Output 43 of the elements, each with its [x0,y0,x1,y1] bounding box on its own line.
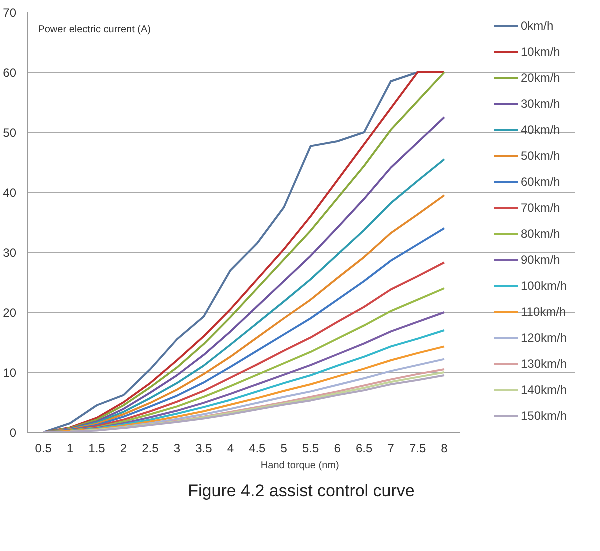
x-tick-label: 8 [441,442,448,456]
legend-label: 0km/h [521,18,555,35]
x-tick-label: 5 [280,442,288,456]
legend-label: 140km/h [521,382,568,399]
legend-label: 60km/h [521,174,562,191]
y-tick-label: 30 [3,246,17,260]
legend-label: 90km/h [521,252,562,269]
legend-label: 10km/h [521,44,562,61]
x-axis-title: Hand torque (nm) [260,460,340,472]
legend-label: 70km/h [521,200,562,217]
y-tick-label: 60 [3,66,17,80]
y-tick-label: 0 [10,426,17,440]
x-tick-label: 2.5 [142,442,160,456]
x-tick-label: 4.5 [249,442,266,456]
y-tick-label: 50 [3,126,17,140]
legend-label: 20km/h [521,70,562,87]
legend-label: 100km/h [521,278,568,295]
legend-label: 120km/h [521,330,568,347]
x-tick-label: 7.5 [409,442,426,456]
legend-label: 30km/h [521,96,562,113]
y-tick-label: 20 [3,306,17,320]
x-tick-label: 1 [66,442,74,456]
y-tick-label: 70 [3,6,17,20]
y-tick-label: 10 [3,366,17,380]
legend-label: 50km/h [521,148,562,165]
x-tick-label: 5.5 [302,442,320,456]
text: Figure 4.2 assist control curve [188,482,415,500]
x-tick-label: 6.5 [356,442,373,456]
x-tick-label: 4 [227,442,234,456]
x-tick-label: 6 [334,442,342,456]
x-tick-label: 3 [174,442,181,456]
legend-label: 150km/h [521,408,568,425]
legend-label: 110km/h [521,304,568,321]
legend-label: 40km/h [521,122,562,139]
x-tick-label: 7 [388,442,395,456]
x-tick-label: 0.5 [35,442,52,456]
x-tick-label: 1.5 [88,442,106,456]
y-axis-title: Power electric current (A) [38,24,152,36]
y-tick-label: 40 [3,186,17,200]
legend-label: 80km/h [521,226,562,243]
x-tick-label: 2 [120,442,128,456]
legend-label: 130km/h [521,356,568,373]
x-tick-label: 3.5 [196,442,213,456]
